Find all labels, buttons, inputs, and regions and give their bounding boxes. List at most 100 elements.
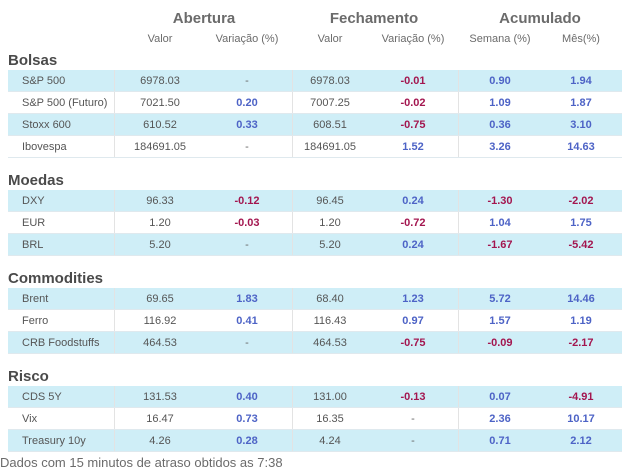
cell-week: 1.09: [489, 97, 511, 109]
column-divider: [114, 114, 115, 135]
cell-open-var: -: [245, 337, 249, 349]
cell-month: 1.94: [570, 75, 592, 87]
cell-close-var: 1.23: [402, 293, 424, 305]
cell-close-val: 464.53: [313, 337, 347, 349]
row-label: Treasury 10y: [22, 435, 86, 447]
table-row: CDS 5Y 131.53 0.40 131.00 -0.13 0.07 -4.91: [8, 386, 622, 408]
cell-week: -0.09: [487, 337, 513, 349]
subheader-fechamento-variacao: Variação (%): [381, 33, 445, 45]
column-divider: [114, 332, 115, 353]
column-divider: [458, 212, 459, 233]
cell-open-val: 96.33: [146, 195, 174, 207]
column-divider: [114, 408, 115, 429]
cell-month: -4.91: [568, 391, 594, 403]
column-divider: [292, 136, 293, 157]
table-row: Ibovespa 184691.05 - 184691.05 1.52 3.26 14.63: [8, 136, 622, 158]
footer-note: Dados com 15 minutos de atraso obtidos a…: [0, 455, 283, 467]
column-divider: [458, 332, 459, 353]
cell-close-var: 0.24: [402, 239, 424, 251]
row-label: EUR: [22, 217, 46, 229]
column-divider: [458, 114, 459, 135]
cell-month: 1.75: [570, 217, 592, 229]
column-divider: [292, 234, 293, 255]
column-divider: [292, 70, 293, 91]
cell-open-val: 1.20: [149, 217, 171, 229]
cell-month: 14.46: [567, 293, 595, 305]
table-row: EUR 1.20 -0.03 1.20 -0.72 1.04 1.75: [8, 212, 622, 234]
column-divider: [458, 430, 459, 451]
row-label: S&P 500 (Futuro): [22, 97, 108, 109]
column-divider: [114, 386, 115, 407]
cell-open-val: 464.53: [143, 337, 177, 349]
column-divider: [292, 386, 293, 407]
column-divider: [458, 136, 459, 157]
cell-open-var: 0.33: [236, 119, 258, 131]
cell-week: 0.71: [489, 435, 511, 447]
column-divider: [458, 288, 459, 309]
section-title: Commodities: [8, 270, 104, 287]
cell-month: -5.42: [568, 239, 594, 251]
cell-month: 10.17: [567, 413, 595, 425]
table-row: Brent 69.65 1.83 68.40 1.23 5.72 14.46: [8, 288, 622, 310]
header-abertura: Abertura: [172, 10, 236, 27]
column-divider: [114, 92, 115, 113]
subheader-fechamento-valor: Valor: [317, 33, 343, 45]
section-title: Bolsas: [8, 52, 58, 69]
cell-close-val: 184691.05: [304, 141, 356, 153]
column-divider: [114, 190, 115, 211]
cell-open-val: 7021.50: [140, 97, 180, 109]
cell-close-var: 0.97: [402, 315, 424, 327]
cell-week: 3.26: [489, 141, 511, 153]
cell-week: 0.90: [489, 75, 511, 87]
cell-month: 14.63: [567, 141, 595, 153]
cell-month: -2.02: [568, 195, 594, 207]
cell-close-val: 6978.03: [310, 75, 350, 87]
cell-month: -2.17: [568, 337, 594, 349]
cell-open-var: -0.03: [234, 217, 260, 229]
column-divider: [458, 92, 459, 113]
cell-close-val: 16.35: [316, 413, 344, 425]
cell-close-var: 0.24: [402, 195, 424, 207]
row-label: DXY: [22, 195, 45, 207]
cell-open-var: 0.41: [236, 315, 258, 327]
cell-week: 0.36: [489, 119, 511, 131]
cell-open-val: 4.26: [149, 435, 171, 447]
column-divider: [458, 190, 459, 211]
cell-open-var: 0.40: [236, 391, 258, 403]
cell-open-val: 69.65: [146, 293, 174, 305]
table-row: CRB Foodstuffs 464.53 - 464.53 -0.75 -0.09 -2.…: [8, 332, 622, 354]
column-divider: [114, 288, 115, 309]
column-divider: [458, 386, 459, 407]
column-divider: [292, 332, 293, 353]
section-title: Moedas: [8, 172, 64, 189]
cell-week: 2.36: [489, 413, 511, 425]
table-row: BRL 5.20 - 5.20 0.24 -1.67 -5.42: [8, 234, 622, 256]
cell-week: -1.67: [487, 239, 513, 251]
cell-close-var: -0.75: [400, 337, 426, 349]
column-divider: [292, 288, 293, 309]
cell-open-var: -0.12: [234, 195, 260, 207]
subheader-abertura-valor: Valor: [147, 33, 173, 45]
column-divider: [292, 408, 293, 429]
column-divider: [114, 310, 115, 331]
column-divider: [114, 136, 115, 157]
header-acumulado: Acumulado: [499, 10, 581, 27]
table-row: S&P 500 6978.03 - 6978.03 -0.01 0.90 1.94: [8, 70, 622, 92]
cell-close-var: -0.02: [400, 97, 426, 109]
subheader-abertura-variacao: Variação (%): [215, 33, 279, 45]
column-divider: [114, 430, 115, 451]
cell-close-var: -0.72: [400, 217, 426, 229]
column-divider: [458, 310, 459, 331]
column-divider: [292, 430, 293, 451]
cell-close-var: -: [411, 435, 415, 447]
row-label: CDS 5Y: [22, 391, 62, 403]
cell-close-val: 5.20: [319, 239, 341, 251]
cell-open-val: 16.47: [146, 413, 174, 425]
section-title: Risco: [8, 368, 49, 385]
cell-open-val: 610.52: [143, 119, 177, 131]
cell-month: 1.19: [570, 315, 592, 327]
row-label: Ferro: [22, 315, 49, 327]
cell-close-val: 131.00: [313, 391, 347, 403]
row-label: BRL: [22, 239, 44, 251]
row-label: Brent: [22, 293, 49, 305]
